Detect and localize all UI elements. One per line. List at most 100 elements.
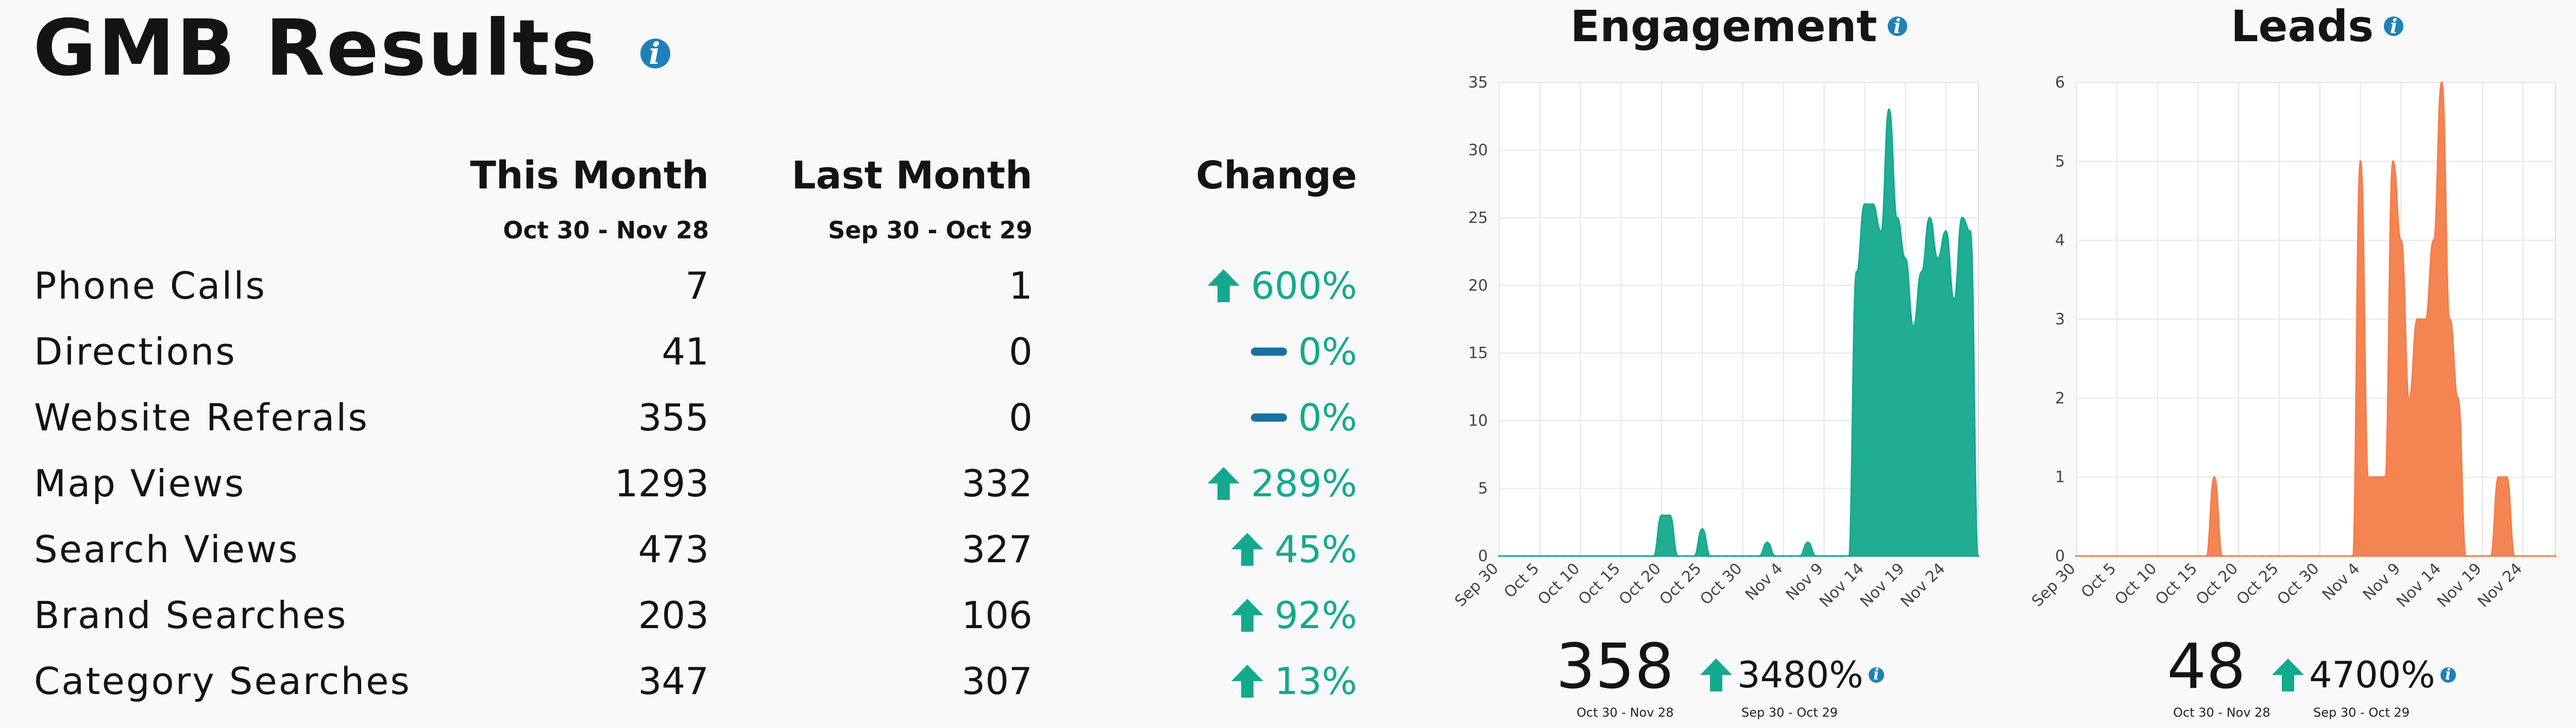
leads-data-point <box>2530 555 2532 557</box>
engagement-y-tick-label: 25 <box>1468 209 1488 227</box>
leads-data-point <box>2115 555 2118 557</box>
engagement-data-point <box>1855 271 1858 273</box>
leads-data-point <box>2311 555 2313 557</box>
engagement-y-tick-label: 15 <box>1468 344 1488 362</box>
leads-data-point <box>2099 555 2102 557</box>
engagement-data-point <box>1806 541 1809 544</box>
leads-data-point <box>2456 397 2459 400</box>
column-range-this-month: Oct 30 - Nov 28 <box>503 216 709 244</box>
engagement-data-point <box>1636 555 1638 557</box>
up-arrow-icon <box>1231 599 1263 632</box>
leads-y-tick-label: 6 <box>2055 74 2065 92</box>
leads-data-point <box>2383 476 2386 478</box>
info-icon[interactable]: i <box>2440 667 2456 683</box>
engagement-data-point <box>1766 541 1769 544</box>
engagement-data-point <box>1953 298 1955 300</box>
leads-compare-range: Sep 30 - Oct 29 <box>2313 705 2410 720</box>
engagement-x-tick-label: Nov 14 <box>1816 560 1868 611</box>
engagement-data-point <box>1831 555 1834 557</box>
up-arrow-icon <box>1208 467 1240 500</box>
change-value: 13% <box>1274 660 1357 703</box>
engagement-data-point <box>1652 555 1655 557</box>
leads-data-point <box>2416 318 2419 320</box>
engagement-data-point <box>1888 108 1890 111</box>
engagement-data-point <box>1579 555 1582 557</box>
leads-data-point <box>2246 555 2248 557</box>
leads-data-point <box>2075 555 2077 557</box>
leads-data-point <box>2481 555 2484 557</box>
engagement-data-point <box>1879 230 1882 233</box>
engagement-data-point <box>1531 555 1533 557</box>
engagement-data-point <box>1685 555 1687 557</box>
engagement-data-point <box>1701 528 1704 530</box>
page-title-text: GMB Results <box>33 4 599 93</box>
leads-data-point <box>2351 555 2353 557</box>
leads-y-tick-label: 2 <box>2055 389 2065 407</box>
leads-data-point <box>2392 160 2394 163</box>
engagement-data-point <box>1782 555 1785 557</box>
leads-data-point <box>2465 555 2467 557</box>
engagement-y-tick-label: 10 <box>1468 412 1488 430</box>
leads-data-point <box>2270 555 2273 557</box>
change-value: 0% <box>1298 396 1357 439</box>
engagement-total: 358 <box>1556 631 1674 703</box>
engagement-data-point <box>1547 555 1549 557</box>
leads-data-point <box>2197 555 2199 557</box>
row-label: Brand Searches <box>34 594 348 637</box>
leads-total-range: Oct 30 - Nov 28 <box>2173 705 2270 720</box>
leads-data-point <box>2221 555 2224 557</box>
column-header-change: Change <box>1196 153 1357 198</box>
engagement-data-point <box>1896 216 1899 219</box>
info-icon[interactable]: i <box>1868 667 1884 683</box>
this-month-value: 473 <box>638 528 709 571</box>
info-icon[interactable]: i <box>640 38 670 68</box>
row-label: Search Views <box>34 528 299 571</box>
no-change-dash-icon <box>1250 348 1287 356</box>
column-range-last-month: Sep 30 - Oct 29 <box>828 216 1032 244</box>
engagement-data-point <box>1734 555 1736 557</box>
engagement-y-tick-label: 20 <box>1468 276 1488 294</box>
leads-x-tick-label: Nov 24 <box>2475 560 2526 611</box>
leads-data-point <box>2449 318 2451 320</box>
info-icon[interactable]: i <box>2384 16 2404 36</box>
leads-data-point <box>2262 555 2264 557</box>
last-month-value: 1 <box>1009 264 1032 307</box>
up-arrow-icon <box>1700 658 1732 691</box>
engagement-x-tick-label: Nov 24 <box>1897 560 1949 611</box>
engagement-data-point <box>1628 555 1631 557</box>
leads-data-point <box>2343 555 2346 557</box>
leads-data-point <box>2132 555 2134 557</box>
leads-x-tick-label: Oct 20 <box>2193 560 2242 609</box>
leads-chart-title: Leads i <box>2231 1 2404 51</box>
engagement-x-tick-label: Oct 20 <box>1616 560 1665 609</box>
leads-y-tick-label: 3 <box>2055 310 2065 328</box>
up-arrow-icon <box>2272 658 2304 691</box>
leads-x-tick-label: Oct 15 <box>2152 560 2201 609</box>
engagement-data-point <box>1563 555 1566 557</box>
leads-data-point <box>2335 555 2337 557</box>
engagement-y-tick-label: 30 <box>1468 141 1488 159</box>
change-cell: 0% <box>1250 392 1357 443</box>
this-month-value: 1293 <box>614 462 709 505</box>
info-icon[interactable]: i <box>1887 16 1907 36</box>
engagement-data-point <box>1741 555 1744 557</box>
engagement-data-point <box>1944 230 1947 233</box>
leads-data-point <box>2164 555 2167 557</box>
leads-data-point <box>2124 555 2126 557</box>
change-cell: 600% <box>1208 260 1357 311</box>
leads-data-point <box>2173 555 2175 557</box>
leads-y-tick-label: 1 <box>2055 469 2065 487</box>
change-value: 0% <box>1298 330 1357 373</box>
leads-total: 48 <box>2167 631 2246 703</box>
this-month-value: 7 <box>685 264 709 307</box>
engagement-data-point <box>1839 555 1842 557</box>
engagement-x-tick-label: Nov 4 <box>1742 560 1786 604</box>
leads-data-point <box>2359 160 2362 163</box>
leads-data-point <box>2497 476 2500 478</box>
engagement-change: 3480% i <box>1700 654 1884 696</box>
engagement-data-point <box>1644 555 1647 557</box>
engagement-data-point <box>1506 555 1509 557</box>
page-title: GMB Results i <box>33 4 670 93</box>
engagement-y-tick-label: 5 <box>1478 480 1488 498</box>
leads-data-point <box>2091 555 2094 557</box>
